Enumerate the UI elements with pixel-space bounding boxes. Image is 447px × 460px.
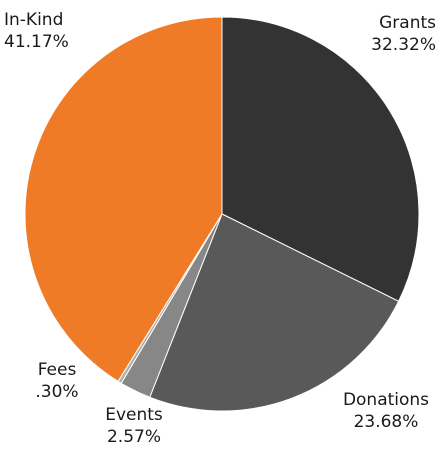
slice-label-name-in-kind: In-Kind: [4, 10, 63, 30]
slice-label-name-grants: Grants: [379, 13, 436, 33]
slice-label-in-kind: In-Kind 41.17%: [4, 10, 69, 52]
slices-layer: [24, 16, 420, 412]
pie-slice-in-kind: [24, 16, 223, 382]
slice-label-value-grants: 32.32%: [371, 35, 436, 55]
slice-label-value-fees: .30%: [35, 382, 78, 402]
slice-label-value-donations: 23.68%: [354, 412, 419, 432]
slice-label-value-in-kind: 41.17%: [4, 32, 69, 52]
slice-label-grants: Grants 32.32%: [371, 13, 436, 55]
pie-slice-donations: [149, 213, 400, 412]
slice-label-donations: Donations 23.68%: [343, 390, 429, 432]
slice-label-fees: Fees .30%: [35, 360, 78, 402]
pie-slice-grants: [221, 16, 420, 302]
labels-layer: Grants 32.32% Donations 23.68% Events 2.57% Fe…: [4, 10, 436, 447]
slice-label-name-events: Events: [105, 405, 163, 425]
slice-label-name-fees: Fees: [38, 360, 77, 380]
slice-label-name-donations: Donations: [343, 390, 429, 410]
slice-label-events: Events 2.57%: [105, 405, 163, 447]
slice-label-value-events: 2.57%: [107, 427, 161, 447]
